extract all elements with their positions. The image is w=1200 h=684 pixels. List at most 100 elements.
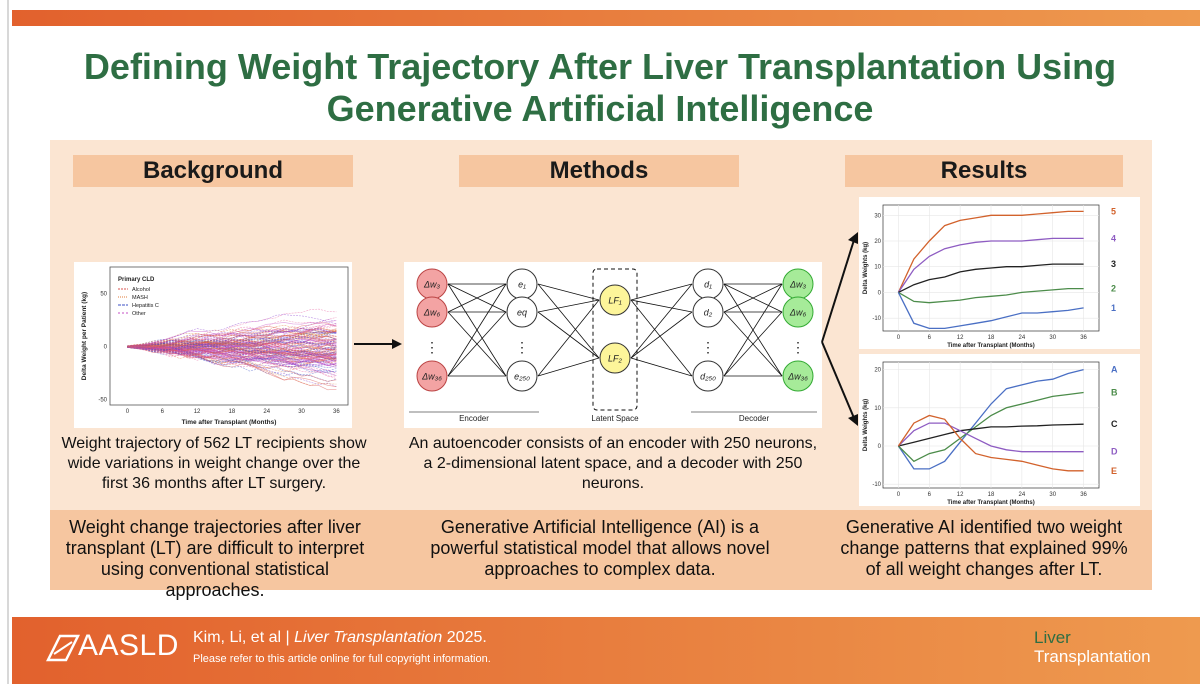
series-label-B: B (1111, 388, 1118, 398)
results-chart-bottom: 0 6 12 18 24 30 36 -10 0 10 20 A B C D E Delta Weights (… (859, 354, 1140, 506)
network-nodes: Δw₃ Δw₆ ⋮ Δw₃₆ e₁ eq ⋮ e₂₅₀ LF₁ LF₂ d₁ d₂ ⋮ d₂₅₀ Δw₃ Δw… (416, 268, 814, 392)
trajectory-line (127, 342, 337, 351)
copyright-note: Please refer to this article online for … (193, 653, 491, 665)
x-tick-label: 36 (333, 409, 340, 415)
x-tick-label: 0 (126, 409, 130, 415)
ellipsis: ⋮ (791, 339, 805, 355)
ellipsis: ⋮ (425, 339, 439, 355)
y-axis-label: Delta Weights (kg) (863, 242, 869, 294)
decoder-node (692, 296, 724, 328)
trajectory-line (127, 331, 337, 347)
y-tick-label: 10 (874, 406, 881, 412)
encoder-node-label: e₂₅₀ (514, 372, 530, 382)
series-label-E: E (1111, 466, 1117, 476)
trajectory-line (127, 347, 337, 364)
trajectory-line (127, 346, 337, 363)
trajectory-line (127, 323, 337, 347)
series-line-1 (897, 292, 1084, 330)
y-axis-label: Delta Weight per Patient (kg) (81, 292, 88, 380)
x-tick-labels: 0 6 12 18 24 30 36 (126, 409, 341, 415)
ellipsis: ⋮ (701, 339, 715, 355)
journal-line1: Liver (1034, 628, 1071, 647)
encoder-label: Encoder (459, 414, 489, 423)
x-axis-label: Time after Transplant (Months) (947, 343, 1035, 349)
trajectory-line (127, 324, 337, 347)
trajectory-line (127, 327, 337, 347)
y-axis-label: Delta Weights (kg) (863, 399, 869, 451)
x-tick-label: 12 (194, 409, 201, 415)
y-tick-label: 0 (878, 290, 882, 296)
y-tick-label: 10 (874, 265, 881, 271)
series-line-5 (897, 210, 1084, 293)
ellipsis: ⋮ (515, 339, 529, 355)
output-node-label: Δw₃ (789, 280, 807, 290)
y-tick-label: 0 (878, 444, 882, 450)
series-line-C (898, 423, 1084, 447)
x-tick-label: 12 (957, 335, 964, 341)
decoder-node-label: d₂ (704, 308, 713, 318)
series-line-E (897, 414, 1084, 472)
citation-year: 2025. (446, 629, 487, 646)
series-label-2: 2 (1111, 284, 1116, 294)
results-chart-top: 0 6 12 18 24 30 36 -10 0 10 20 30 5 4 3 2 1 Delta Weights… (859, 197, 1140, 349)
encoder-node (506, 296, 538, 328)
latent-node-label: LF₁ (608, 296, 622, 306)
trajectory-line (127, 317, 337, 347)
summary-band (50, 510, 1152, 590)
citation: Kim, Li, et al | Liver Transplantation 2… (193, 628, 487, 648)
left-border-line (7, 0, 9, 684)
x-tick-label: 24 (1019, 335, 1026, 341)
trajectory-line (127, 346, 337, 367)
legend-other: Other (132, 311, 146, 317)
encoder-node-label: eq (517, 308, 527, 318)
trajectory-line (127, 345, 337, 360)
x-tick-label: 30 (1049, 335, 1056, 341)
aasld-logo-icon (46, 634, 80, 662)
series-label-A: A (1111, 365, 1118, 375)
series-line-4 (897, 237, 1084, 293)
methods-caption: An autoencoder consists of an encoder wi… (408, 435, 818, 492)
trajectory-line (127, 344, 337, 360)
methods-summary: Generative Artificial Intelligence (AI) … (430, 517, 770, 579)
trajectory-line (127, 323, 337, 347)
legend-alcohol: Alcohol (132, 287, 150, 293)
input-node (416, 296, 448, 328)
trajectory-plot: Primary CLD Alcohol MASH Hepatitis C Oth… (81, 266, 349, 426)
y-tick-label: -50 (98, 398, 107, 404)
x-tick-label: 24 (263, 409, 270, 415)
legend-mash: MASH (132, 295, 148, 301)
citation-journal: Liver Transplantation (294, 629, 443, 646)
trajectory-line (127, 347, 337, 366)
latent-node-label: LF₂ (608, 354, 623, 364)
input-node-label: Δw₆ (423, 308, 441, 318)
encoder-node (506, 360, 538, 392)
x-tick-label: 30 (1049, 492, 1056, 498)
decoder-label: Decoder (739, 414, 770, 423)
decoder-node-label: d₁ (704, 280, 712, 290)
top-accent-bar (12, 10, 1200, 26)
x-tick-label: 18 (988, 335, 995, 341)
y-tick-labels: -50 0 50 (98, 292, 107, 404)
network-edges (447, 283, 783, 377)
decoder-node-label: d₂₅₀ (700, 372, 716, 382)
flow-arrow (354, 339, 402, 349)
series-label-C: C (1111, 419, 1118, 429)
series-line-B (897, 391, 1084, 463)
output-node (782, 296, 814, 328)
series-label-3: 3 (1111, 259, 1116, 269)
y-tick-label: 50 (100, 292, 107, 298)
y-tick-label: 20 (874, 368, 881, 374)
encoder-node-label: e₁ (518, 280, 526, 290)
trajectory-line (127, 339, 337, 350)
x-tick-label: 36 (1080, 335, 1087, 341)
trajectory-line (127, 347, 337, 391)
branch-arrows (821, 232, 858, 426)
output-node (782, 360, 814, 392)
trajectory-line (127, 339, 337, 356)
trajectory-line (127, 329, 337, 348)
background-header: Background (73, 155, 353, 187)
y-tick-label: 30 (874, 213, 881, 219)
trajectory-line (127, 347, 337, 374)
trajectory-line (127, 339, 337, 348)
output-node-label: Δw₆ (789, 308, 807, 318)
